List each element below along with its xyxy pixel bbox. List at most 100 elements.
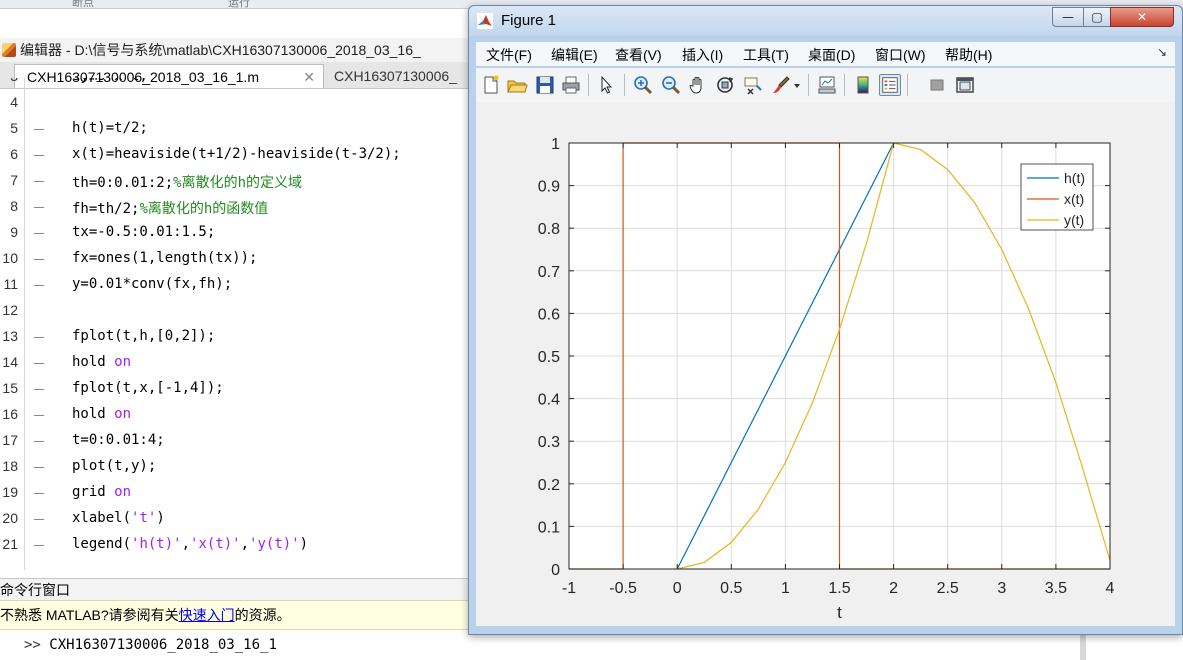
- code-line[interactable]: 20 xlabel('t'): [0, 508, 470, 534]
- code-line[interactable]: 4: [0, 92, 470, 118]
- breakpoint-marker[interactable]: [34, 259, 44, 260]
- code-line[interactable]: 14 hold on: [0, 352, 470, 378]
- legend[interactable]: h(t) x(t) y(t): [1020, 163, 1094, 231]
- editor-tab-inactive[interactable]: CXH16307130006_: [326, 64, 494, 88]
- code-line[interactable]: 7 th=0:0.01:2;%离散化的h的定义域: [0, 170, 470, 196]
- code-line[interactable]: 10 fx=ones(1,length(tx));: [0, 248, 470, 274]
- code-line[interactable]: 15 fplot(t,x,[-1,4]);: [0, 378, 470, 404]
- toolbar-separator: [907, 74, 908, 96]
- code-line[interactable]: 19 grid on: [0, 482, 470, 508]
- banner-text-before: 不熟悉 MATLAB?请参阅有关: [0, 607, 179, 623]
- insert-colorbar-icon[interactable]: [852, 74, 874, 96]
- breakpoint-marker[interactable]: [34, 363, 44, 364]
- code-text: fplot(t,x,[-1,4]);: [72, 380, 224, 396]
- code-area[interactable]: 3 syms x t; 4 5 h(t)=t/2; 6 x(t)=heaviside(t+1…: [0, 78, 470, 570]
- y-tick-label: 0.1: [538, 519, 560, 536]
- breakpoint-marker[interactable]: [34, 181, 44, 182]
- show-plot-tools-icon[interactable]: [954, 74, 976, 96]
- code-line[interactable]: 16 hold on: [0, 404, 470, 430]
- insert-legend-icon[interactable]: [879, 74, 901, 96]
- breakpoint-marker[interactable]: [34, 389, 44, 390]
- code-line[interactable]: 11 y=0.01*conv(fx,fh);: [0, 274, 470, 300]
- code-line[interactable]: 9 tx=-0.5:0.01:1.5;: [0, 222, 470, 248]
- zoom-in-icon[interactable]: [632, 74, 654, 96]
- code-line[interactable]: 21 legend('h(t)','x(t)','y(t)'): [0, 534, 470, 560]
- brush-icon[interactable]: [770, 74, 792, 96]
- command-window-input[interactable]: >> CXH16307130006_2018_03_16_1: [0, 630, 1183, 660]
- breakpoint-marker[interactable]: [34, 285, 44, 286]
- breakpoint-marker[interactable]: [34, 467, 44, 468]
- line-number: 14: [2, 354, 18, 370]
- figure-toolbar: [476, 68, 1175, 103]
- data-cursor-icon[interactable]: [742, 74, 764, 96]
- print-icon[interactable]: [560, 74, 582, 96]
- breakpoint-marker[interactable]: [34, 155, 44, 156]
- breakpoint-marker[interactable]: [34, 337, 44, 338]
- line-number: 16: [2, 406, 18, 422]
- breakpoint-marker[interactable]: [34, 415, 44, 416]
- getting-started-link[interactable]: 快速入门: [178, 607, 235, 623]
- pan-hand-icon[interactable]: [687, 74, 709, 96]
- brush-dropdown-icon[interactable]: [792, 74, 802, 96]
- select-pointer-icon[interactable]: [596, 74, 618, 96]
- menu-file[interactable]: 文件(F): [486, 47, 532, 63]
- breakpoint-marker[interactable]: [34, 493, 44, 494]
- code-line[interactable]: 5 h(t)=t/2;: [0, 118, 470, 144]
- toolstrip-label-run[interactable]: 运行: [228, 0, 250, 9]
- new-figure-icon[interactable]: [480, 74, 502, 96]
- menu-edit[interactable]: 编辑(E): [551, 47, 598, 63]
- breakpoint-marker[interactable]: [34, 207, 44, 208]
- code-line[interactable]: 17 t=0:0.01:4;: [0, 430, 470, 456]
- code-token: hold: [72, 406, 115, 422]
- figure-titlebar[interactable]: Figure 1 — ▢ ✕: [469, 6, 1182, 36]
- close-tab-icon[interactable]: ✕: [303, 69, 315, 85]
- legend-entry: x(t): [1064, 191, 1084, 207]
- banner-text-after: 的资源。: [234, 607, 291, 623]
- code-token: hold: [72, 354, 115, 370]
- breakpoint-marker[interactable]: [34, 233, 44, 234]
- code-line[interactable]: 8 fh=th/2;%离散化的h的函数值: [0, 196, 470, 222]
- menu-insert[interactable]: 插入(I): [682, 47, 724, 63]
- breakpoint-marker[interactable]: [34, 545, 44, 546]
- code-text: t=0:0.01:4;: [72, 432, 165, 448]
- line-number: 5: [10, 120, 18, 136]
- x-tick-label: 2: [889, 580, 898, 597]
- minimize-button[interactable]: —: [1052, 7, 1084, 27]
- command-text: CXH16307130006_2018_03_16_1: [49, 637, 277, 653]
- hide-plot-tools-icon[interactable]: [926, 74, 948, 96]
- code-comment: %离散化的h的定义域: [173, 175, 303, 191]
- open-file-icon[interactable]: [506, 74, 528, 96]
- editor-titlebar: 编辑器 - D:\信号与系统\matlab\CXH16307130006_201…: [0, 38, 480, 62]
- save-icon[interactable]: [534, 74, 556, 96]
- menu-desktop[interactable]: 桌面(D): [808, 47, 856, 63]
- y-tick-label: 0.2: [538, 477, 560, 494]
- code-line[interactable]: 3 syms x t;: [0, 78, 470, 92]
- menu-view[interactable]: 查看(V): [615, 47, 662, 63]
- plot-area[interactable]: -1 -0.5 0 0.5 1 1.5 2 2.5 3 3.5 4 0 0.1 0.2 0.3 0.4 0.5 0…: [476, 102, 1175, 626]
- code-line[interactable]: 18 plot(t,y);: [0, 456, 470, 482]
- breakpoint-marker[interactable]: [34, 129, 44, 130]
- figure-menubar: 文件(F) 编辑(E) 查看(V) 插入(I) 工具(T) 桌面(D) 窗口(W…: [476, 42, 1175, 66]
- menu-window[interactable]: 窗口(W): [875, 47, 926, 63]
- toolstrip-label-breakpoints[interactable]: 断点: [72, 0, 94, 9]
- breakpoint-marker[interactable]: [34, 519, 44, 520]
- menu-overflow-icon[interactable]: ↘: [1156, 45, 1167, 59]
- menu-help[interactable]: 帮助(H): [945, 47, 993, 63]
- close-button[interactable]: ✕: [1110, 7, 1174, 27]
- code-line[interactable]: 6 x(t)=heaviside(t+1/2)-heaviside(t-3/2);: [0, 144, 470, 170]
- maximize-button[interactable]: ▢: [1083, 7, 1111, 27]
- zoom-out-icon[interactable]: [660, 74, 682, 96]
- editor-tab-active[interactable]: CXH16307130006_2018_03_16_1.m ✕: [14, 64, 324, 88]
- code-line[interactable]: 13 fplot(t,h,[0,2]);: [0, 326, 470, 352]
- scrollbar[interactable]: [1080, 630, 1086, 660]
- line-number: 6: [10, 146, 18, 162]
- code-text: tx=-0.5:0.01:1.5;: [72, 224, 215, 240]
- x-tick-label: 2.5: [937, 580, 959, 597]
- code-token: ): [156, 510, 165, 526]
- code-token: fx=ones(1,length(tx));: [72, 250, 258, 266]
- breakpoint-marker[interactable]: [34, 441, 44, 442]
- rotate-3d-icon[interactable]: [714, 74, 736, 96]
- code-line[interactable]: 12: [0, 300, 470, 326]
- menu-tools[interactable]: 工具(T): [743, 47, 789, 63]
- link-plot-icon[interactable]: [816, 74, 838, 96]
